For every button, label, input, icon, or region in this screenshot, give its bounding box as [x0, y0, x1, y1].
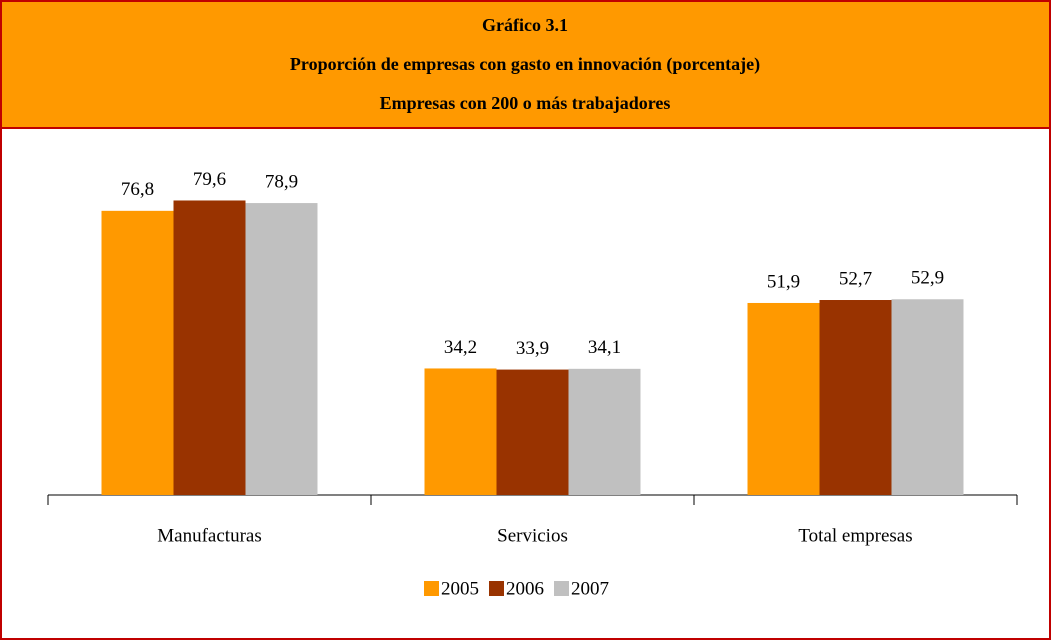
legend-swatch [554, 581, 569, 596]
data-label: 79,6 [193, 169, 226, 190]
bar [245, 203, 318, 495]
header [0, 0, 1051, 129]
bar [496, 369, 569, 495]
bar [891, 299, 964, 495]
legend-label: 2007 [571, 578, 609, 599]
legend-swatch [489, 581, 504, 596]
bar [819, 300, 892, 495]
chart-title: Empresas con 200 o más trabajadores [380, 93, 671, 113]
x-tick-label: Total empresas [798, 525, 912, 546]
legend-label: 2006 [506, 578, 544, 599]
bar [424, 368, 497, 495]
legend-label: 2005 [441, 578, 479, 599]
data-label: 34,1 [588, 337, 621, 358]
x-tick-label: Servicios [497, 525, 568, 546]
bar [568, 368, 641, 495]
data-label: 34,2 [444, 337, 477, 358]
legend-swatch [424, 581, 439, 596]
chart-title: Gráfico 3.1 [482, 15, 568, 35]
data-label: 76,8 [121, 179, 154, 200]
bar [747, 302, 820, 495]
data-label: 51,9 [767, 271, 800, 292]
chart-title: Proporción de empresas con gasto en inno… [290, 54, 760, 75]
data-label: 78,9 [265, 171, 298, 192]
data-label: 52,9 [911, 268, 944, 289]
data-label: 52,7 [839, 268, 872, 289]
bar [101, 210, 174, 495]
bar [173, 200, 246, 496]
x-tick-label: Manufacturas [157, 525, 261, 546]
data-label: 33,9 [516, 338, 549, 359]
